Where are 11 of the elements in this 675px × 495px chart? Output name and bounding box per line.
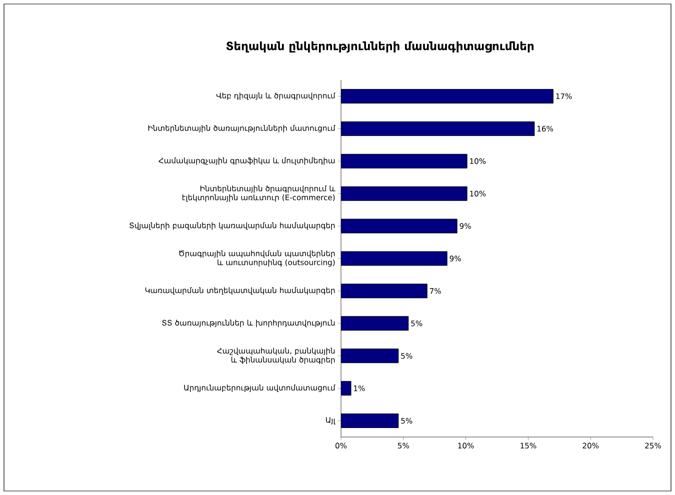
bar [341,218,458,234]
bar [341,348,399,364]
bar [341,284,428,298]
bar [341,121,535,136]
bar [341,414,399,428]
chart-title: Տեղական ընկերությունների մասնագիտացումներ [226,41,534,53]
bar [341,316,409,331]
bar [341,154,468,168]
bar [341,251,448,266]
bar [341,186,468,201]
bar [341,88,554,104]
